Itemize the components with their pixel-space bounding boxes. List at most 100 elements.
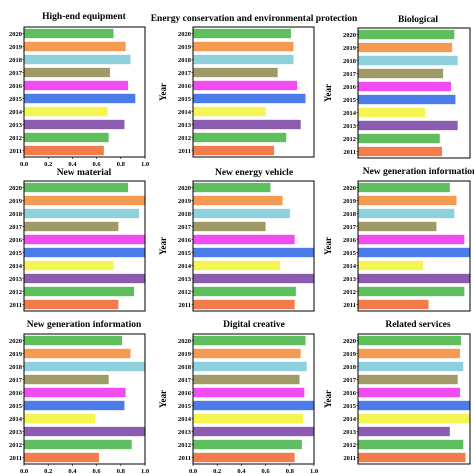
y-tick-label: 2016 (343, 237, 357, 244)
x-tick-label: 0.4 (68, 468, 77, 474)
y-tick-label: 2019 (178, 351, 192, 358)
bar-2014 (193, 106, 266, 117)
y-tick-label: 2017 (9, 377, 23, 384)
x-tick-label: 0.0 (20, 468, 28, 474)
bar-2017 (24, 67, 110, 78)
y-tick-label: 2015 (343, 403, 357, 410)
y-axis-label: Year (158, 83, 168, 101)
bar-2020 (193, 182, 271, 193)
y-tick-label: 2015 (343, 250, 357, 257)
y-tick-label: 2012 (9, 289, 22, 296)
chart-panel-1: High-end equipment 2011 2012 2013 2014 2015 20… (9, 12, 149, 168)
bar-2012 (358, 439, 464, 450)
bar-2016 (358, 234, 465, 245)
bar-2013 (193, 273, 314, 284)
bar-2015 (358, 247, 470, 258)
bar-2020 (193, 28, 292, 39)
y-tick-label: 2017 (343, 71, 357, 78)
bar-2013 (24, 119, 125, 130)
x-tick-label: 0.6 (262, 468, 271, 474)
bar-2013 (358, 120, 458, 131)
bar-2020 (193, 335, 306, 346)
y-tick-label: 2012 (178, 289, 191, 296)
y-tick-label: 2011 (178, 455, 191, 462)
y-tick-label: 2016 (178, 83, 192, 90)
y-tick-label: 2011 (9, 455, 22, 462)
y-tick-label: 2018 (178, 364, 192, 371)
bar-2019 (24, 41, 126, 52)
bar-2018 (358, 361, 464, 372)
y-tick-label: 2017 (343, 224, 357, 231)
y-tick-label: 2011 (9, 148, 22, 155)
chart-panel-2: Energy conservation and environmental pr… (151, 14, 358, 158)
bar-2016 (358, 387, 460, 398)
x-tick-label: 0.8 (286, 468, 295, 474)
bar-2011 (24, 452, 100, 463)
bar-2017 (24, 374, 109, 385)
y-tick-label: 2019 (9, 351, 23, 358)
bar-2018 (24, 54, 131, 65)
bar-2019 (24, 195, 145, 206)
bar-2014 (24, 413, 96, 424)
y-tick-label: 2013 (178, 276, 192, 283)
x-tick-label: 0.6 (93, 161, 102, 168)
y-tick-label: 2012 (343, 136, 356, 143)
y-tick-label: 2012 (9, 442, 22, 449)
y-tick-label: 2019 (9, 198, 23, 205)
bar-2014 (24, 106, 108, 117)
y-tick-label: 2019 (343, 351, 357, 358)
bar-2019 (358, 195, 457, 206)
bar-2018 (358, 55, 458, 66)
y-tick-label: 2016 (178, 237, 192, 244)
axes-frame (192, 180, 315, 312)
bar-2015 (24, 93, 136, 104)
bar-2011 (193, 299, 295, 310)
chart-panel-5: New energy vehicle 2011 2012 2013 2014 2015 20… (158, 168, 315, 312)
bar-2014 (358, 413, 470, 424)
chart-title: High-end equipment (42, 12, 127, 22)
y-tick-label: 2015 (9, 403, 23, 410)
y-tick-label: 2011 (178, 302, 191, 309)
bar-2012 (358, 133, 440, 144)
y-tick-label: 2016 (9, 83, 23, 90)
bar-2017 (24, 221, 119, 232)
bar-2016 (24, 234, 145, 245)
y-tick-label: 2019 (178, 198, 192, 205)
x-tick-label: 0.2 (44, 468, 52, 474)
chart-title: Energy conservation and environmental pr… (151, 14, 358, 24)
bar-2011 (24, 145, 104, 156)
y-tick-label: 2014 (343, 416, 357, 423)
bar-2020 (24, 28, 114, 39)
y-tick-label: 2013 (9, 276, 23, 283)
chart-title: Biological (398, 15, 438, 25)
bar-2015 (193, 400, 314, 411)
axes-frame (357, 333, 471, 465)
y-tick-label: 2013 (9, 429, 23, 436)
y-axis-label: Year (158, 237, 168, 255)
axes-frame (357, 180, 471, 312)
x-tick-label: 0.8 (117, 161, 126, 168)
bar-2013 (358, 273, 470, 284)
chart-panel-3: Biological 2011 2012 2013 2014 2015 2016 2017 20… (323, 15, 471, 159)
y-tick-label: 2020 (9, 31, 22, 38)
y-tick-label: 2013 (178, 429, 192, 436)
bar-2020 (358, 29, 455, 40)
bar-2020 (358, 335, 462, 346)
y-tick-label: 2016 (178, 390, 192, 397)
bar-2017 (358, 221, 437, 232)
y-tick-label: 2016 (9, 237, 23, 244)
chart-panel-7: New generation information 2011 2012 2013 20… (9, 320, 149, 474)
y-tick-label: 2014 (9, 109, 23, 116)
bar-2019 (193, 41, 294, 52)
x-tick-label: 1.0 (141, 468, 149, 474)
axes-frame (357, 27, 471, 159)
bar-2011 (193, 145, 275, 156)
bar-2015 (193, 247, 314, 258)
bar-2018 (193, 54, 294, 65)
y-tick-label: 2020 (9, 338, 22, 345)
y-tick-label: 2016 (343, 390, 357, 397)
bar-2017 (193, 221, 266, 232)
chart-title: New material (57, 168, 112, 178)
x-tick-label: 0.0 (20, 161, 28, 168)
